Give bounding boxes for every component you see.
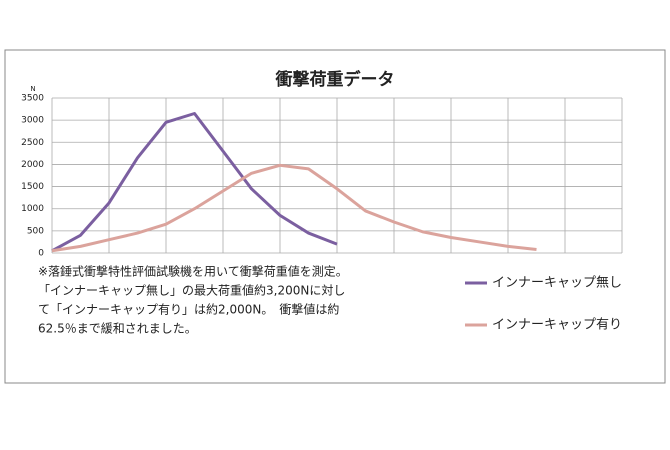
series-line (51, 163, 537, 253)
y-tick-label: 1500 (21, 182, 44, 192)
chart-title: 衝撃荷重データ (275, 69, 395, 90)
legend-label: インナーキャップ有り (492, 318, 622, 333)
frame (4, 49, 666, 384)
y-unit: N (30, 85, 35, 93)
y-tick-label: 1000 (21, 204, 44, 214)
y-tick-label: 500 (27, 226, 44, 236)
y-tick-label: 3000 (21, 116, 44, 126)
legend-label: インナーキャップ無し (492, 276, 622, 291)
note: て「インナーキャップ有り」は約2,000N。 衝撃値は約 (38, 302, 339, 317)
y-tick-label: 3500 (21, 94, 44, 104)
note: ※落錘式衝撃特性評価試験機を用いて衝撃荷重値を測定。 (38, 264, 348, 279)
y-tick-label: 2000 (21, 160, 44, 170)
y-tick-label: 2500 (21, 138, 44, 148)
series-line (51, 112, 338, 253)
y-tick-label: 0 (38, 249, 44, 259)
note: 「インナーキャップ無し」の最大荷重値約3,200Nに対し (38, 283, 345, 298)
note: 62.5％まで緩和されました。 (38, 322, 197, 336)
